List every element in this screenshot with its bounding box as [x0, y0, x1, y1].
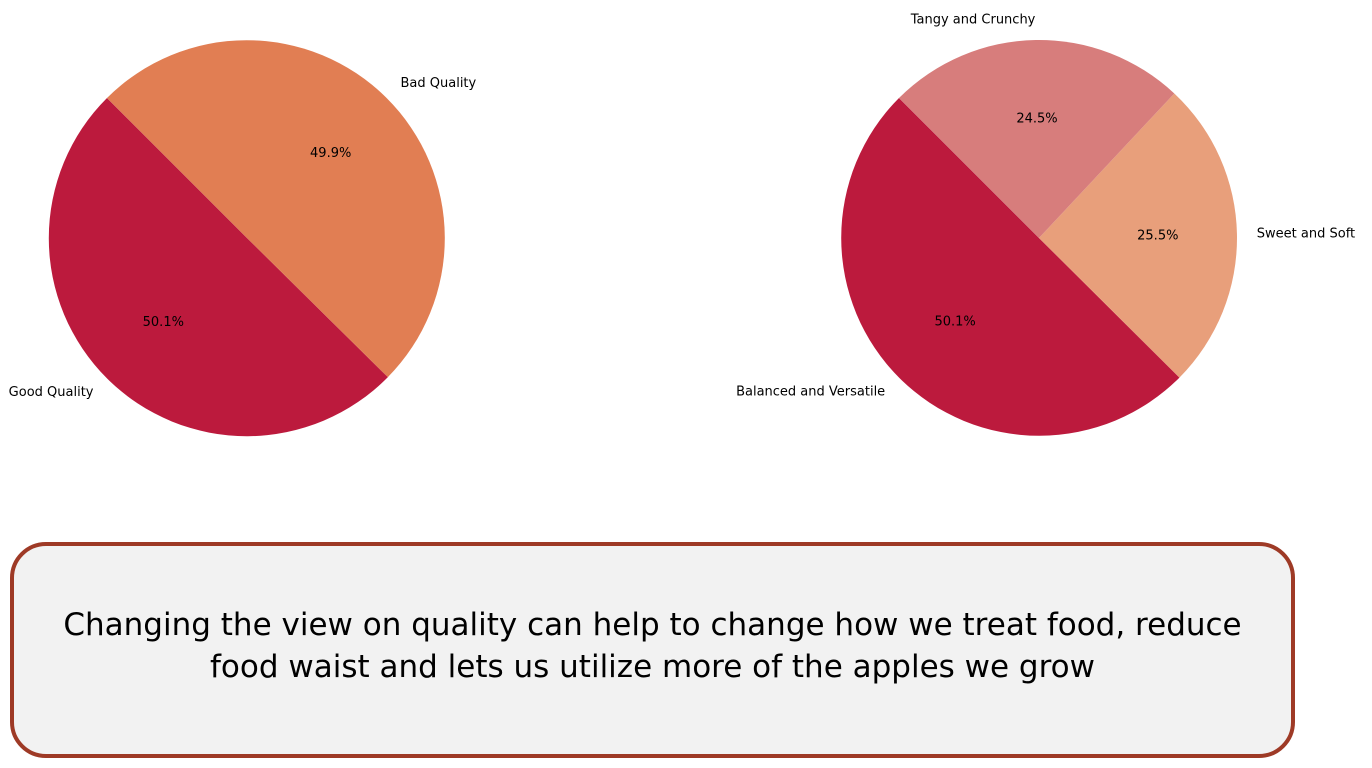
slice-percent-label: 50.1%: [934, 315, 975, 330]
pie-slice-0-0: [48, 97, 388, 437]
quality-pie-chart: 50.1% Good Quality 49.9% Bad Quality: [9, 40, 477, 437]
slice-category-label: Good Quality: [9, 385, 94, 400]
slice-percent-label: 24.5%: [1016, 112, 1057, 127]
pie-slice-1-0: [841, 97, 1180, 436]
slice-percent-label: 25.5%: [1137, 228, 1178, 243]
pie-slice-0-1: [106, 40, 445, 378]
taste-profile-pie-chart: 50.1% Balanced and Versatile 25.5% Sweet an…: [736, 13, 1355, 436]
slice-percent-label: 50.1%: [143, 315, 184, 330]
pie-charts: 50.1% Good Quality 49.9% Bad Quality 50.1% B…: [9, 13, 1355, 437]
conclusion-callout-box: Changing the view on quality can help to…: [10, 542, 1295, 758]
slice-category-label: Tangy and Crunchy: [910, 13, 1036, 28]
slice-category-label: Balanced and Versatile: [736, 385, 885, 400]
slice-category-label: Bad Quality: [401, 76, 477, 91]
slice-category-label: Sweet and Soft: [1257, 227, 1355, 242]
conclusion-text: Changing the view on quality can help to…: [63, 607, 1242, 685]
slice-percent-label: 49.9%: [310, 146, 351, 161]
pie-slice-1-2: [898, 39, 1175, 239]
pie-slice-1-1: [1039, 93, 1238, 378]
